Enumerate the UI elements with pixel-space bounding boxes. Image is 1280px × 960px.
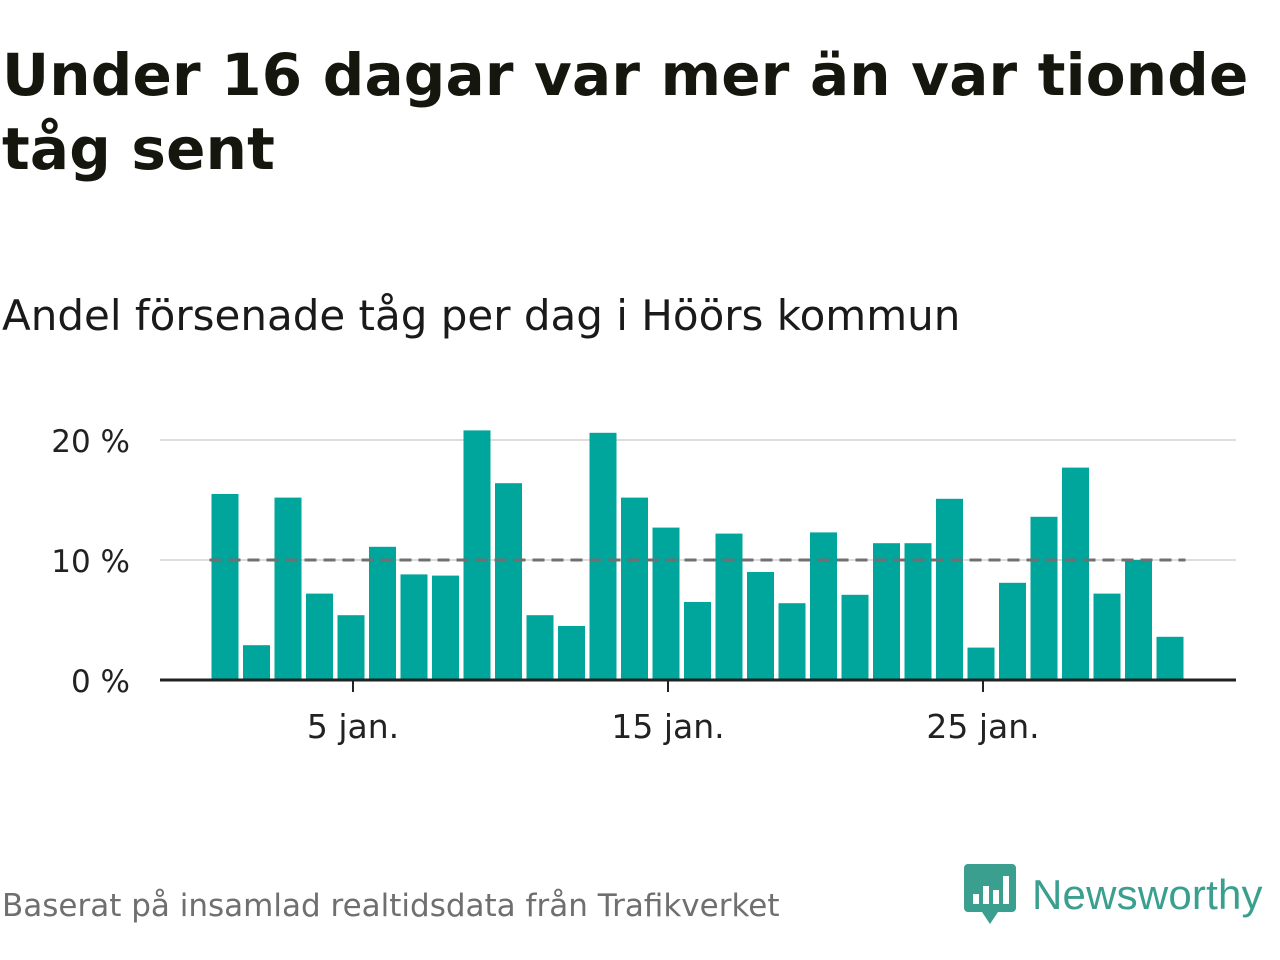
bar bbox=[337, 615, 365, 680]
tick-labels: 0 % 10 % 20 % 5 jan. 15 jan. 25 jan. bbox=[51, 424, 1039, 746]
bar bbox=[747, 572, 774, 680]
bar bbox=[1093, 593, 1121, 680]
bar bbox=[841, 594, 869, 680]
axes bbox=[160, 678, 1236, 692]
x-tick-label: 5 jan. bbox=[307, 707, 399, 746]
bar bbox=[463, 430, 491, 680]
bar bbox=[904, 543, 932, 680]
x-tick-label: 15 jan. bbox=[611, 707, 724, 746]
y-tick-label: 20 % bbox=[51, 424, 130, 460]
bar bbox=[873, 543, 900, 680]
bar bbox=[715, 533, 743, 680]
bar bbox=[999, 582, 1026, 680]
bar bbox=[589, 432, 617, 680]
brand-name: Newsworthy bbox=[1032, 871, 1263, 918]
bar bbox=[243, 645, 270, 680]
bar bbox=[369, 546, 396, 680]
bar bbox=[495, 483, 522, 680]
brand-logo-link: Newsworthy bbox=[964, 864, 1263, 926]
bar bbox=[1125, 560, 1152, 680]
bar bbox=[652, 527, 680, 680]
bar-chart-speech-bubble-icon bbox=[964, 864, 1016, 924]
bar bbox=[274, 497, 302, 680]
bar bbox=[1030, 516, 1058, 680]
bar bbox=[211, 494, 239, 680]
bar bbox=[432, 575, 459, 680]
bar bbox=[306, 593, 333, 680]
bar bbox=[967, 647, 995, 680]
bar bbox=[936, 498, 963, 680]
chart-subtitle: Andel försenade tåg per dag i Höörs komm… bbox=[2, 291, 961, 340]
bar bbox=[1156, 636, 1184, 680]
bar bbox=[526, 615, 554, 680]
bar bbox=[1062, 467, 1089, 680]
bar bbox=[778, 603, 806, 680]
y-tick-label: 0 % bbox=[71, 664, 130, 700]
y-tick-label: 10 % bbox=[51, 544, 130, 580]
bar bbox=[684, 602, 711, 680]
bar bbox=[621, 497, 648, 680]
delayed-trains-bar-chart: 0 % 10 % 20 % 5 jan. 15 jan. 25 jan. bbox=[51, 424, 1236, 746]
bar bbox=[558, 626, 585, 680]
bars bbox=[211, 430, 1184, 680]
x-tick-label: 25 jan. bbox=[926, 707, 1039, 746]
chart-title: Under 16 dagar var mer än var tionde tåg… bbox=[2, 41, 1249, 183]
bar bbox=[810, 532, 837, 680]
bar bbox=[400, 574, 428, 680]
source-note: Baserat på insamlad realtidsdata från Tr… bbox=[2, 888, 780, 924]
